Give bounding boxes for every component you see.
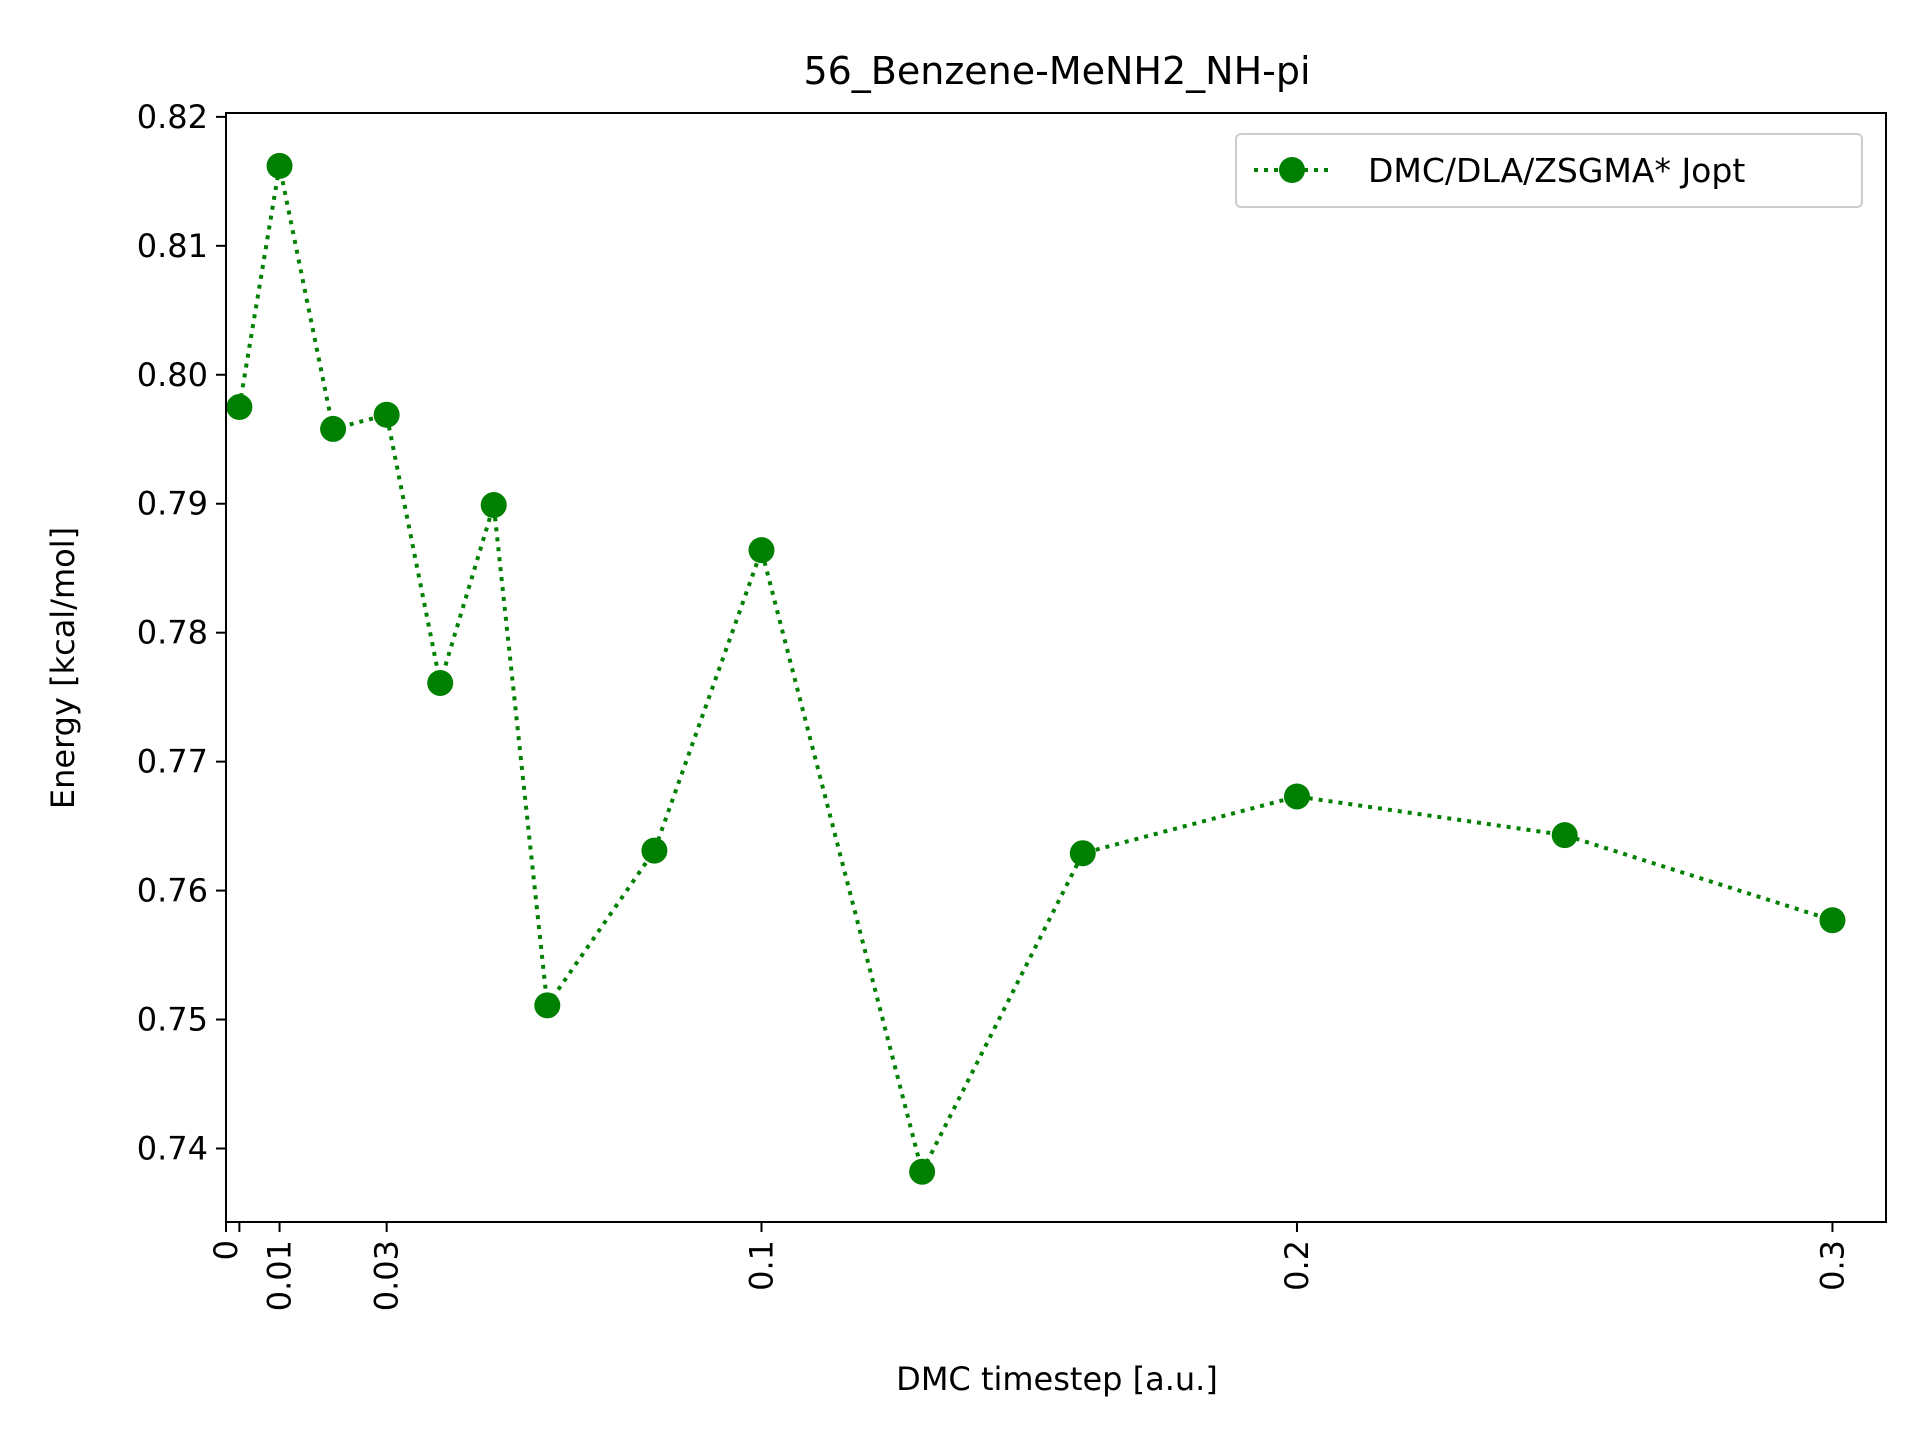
series-line [237,165,1834,1178]
x-tick-label: 0 [207,1240,245,1260]
y-tick-label: 0.77 [137,743,208,781]
axes-layer: 0.74 0.75 0.76 0.77 0.78 0.79 0.80 0.81 0.82 0 0.0… [137,98,1887,1311]
x-tick-label: 0.03 [368,1240,406,1311]
chart-title: 56_Benzene-MeNH2_NH-pi [803,49,1310,93]
data-point [1283,783,1310,810]
plot-frame [225,112,1887,1223]
plot-layer [226,152,1846,1185]
data-point [641,837,668,864]
x-tick-label: 0.1 [742,1240,780,1291]
data-point [534,992,561,1019]
data-point [909,1158,936,1185]
data-point [373,401,400,428]
data-point [266,152,293,179]
data-point [1819,907,1846,934]
data-point [320,415,347,442]
data-point [226,394,253,421]
y-tick-label: 0.78 [137,614,208,652]
legend-marker-sample [1279,157,1305,183]
x-axis-label: DMC timestep [a.u.] [896,1360,1218,1398]
y-axis-label: Energy [kcal/mol] [44,527,82,809]
y-tick-label: 0.75 [137,1001,208,1039]
legend-frame [1235,133,1863,208]
y-tick-label: 0.74 [137,1129,208,1167]
data-point [1069,840,1096,867]
legend-series-label: DMC/DLA/ZSGMA* Jopt [1368,151,1745,190]
data-point [480,492,507,519]
data-point [1551,822,1578,849]
data-point [748,537,775,564]
x-tick-label: 0.2 [1278,1240,1316,1291]
y-tick-label: 0.80 [137,356,208,394]
y-tick-label: 0.79 [137,485,208,523]
text-layer: 56_Benzene-MeNH2_NH-pi DMC timestep [a.u… [44,49,1311,1398]
x-tick-label: 0.3 [1813,1240,1851,1291]
y-tick-label: 0.82 [137,98,208,136]
data-point [427,669,454,696]
x-tick-label: 0.01 [261,1240,299,1311]
y-tick-label: 0.81 [137,227,208,265]
legend: DMC/DLA/ZSGMA* Jopt [1235,133,1863,208]
y-tick-label: 0.76 [137,872,208,910]
